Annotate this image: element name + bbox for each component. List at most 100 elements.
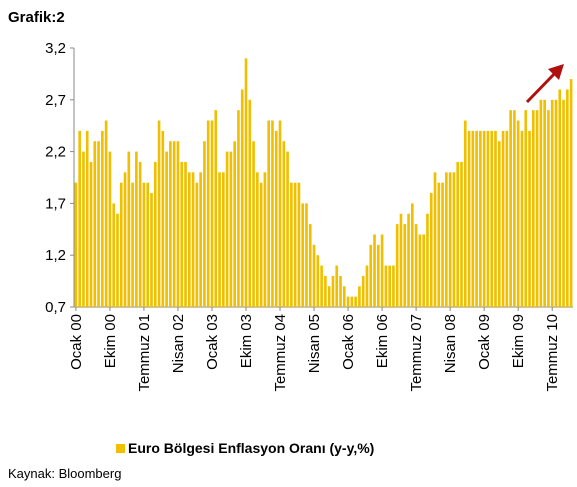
- arrow-head: [548, 64, 564, 80]
- bar: [463, 120, 467, 308]
- bar: [486, 130, 490, 307]
- bar: [335, 265, 339, 307]
- x-tick-label: Nisan 05: [306, 314, 323, 373]
- legend-swatch: [116, 444, 125, 453]
- bar: [327, 286, 331, 307]
- bar: [263, 172, 267, 307]
- bar: [346, 296, 350, 307]
- bar: [78, 130, 81, 307]
- bar: [225, 151, 229, 307]
- bar: [290, 182, 293, 307]
- bar: [535, 110, 539, 307]
- bar: [437, 182, 441, 307]
- bar: [184, 161, 187, 307]
- x-tick-label: Ekim 03: [238, 314, 255, 368]
- bar: [293, 182, 297, 307]
- bar: [146, 182, 150, 307]
- bar: [354, 296, 357, 307]
- trend-arrow: [525, 68, 560, 104]
- bar: [528, 130, 531, 307]
- bar: [199, 172, 202, 307]
- bar: [237, 110, 240, 307]
- bar: [324, 275, 327, 307]
- bar: [429, 193, 433, 307]
- bar: [320, 265, 323, 307]
- bar: [191, 172, 195, 307]
- bar: [418, 234, 422, 307]
- bar: [131, 182, 134, 307]
- bar: [316, 255, 320, 307]
- bar: [376, 244, 380, 307]
- bar: [150, 193, 153, 307]
- bar: [562, 99, 565, 307]
- y-tick-label: 1,7: [45, 195, 66, 212]
- bar: [180, 161, 184, 307]
- bar: [203, 141, 206, 307]
- bar: [422, 234, 426, 307]
- bar: [97, 141, 100, 307]
- bar: [497, 141, 501, 307]
- bar: [388, 265, 391, 307]
- x-tick-label: Ekim 00: [102, 314, 119, 368]
- y-tick-label: 2,2: [45, 144, 66, 161]
- bar: [271, 120, 274, 308]
- bar: [104, 120, 108, 308]
- bar: [308, 224, 312, 307]
- bar: [467, 130, 471, 307]
- bar: [505, 130, 509, 307]
- chart-title: Grafik:2: [8, 9, 65, 26]
- x-tick-label: Ekim 06: [374, 314, 391, 368]
- x-tick-label: Nisan 02: [170, 314, 187, 373]
- bar: [531, 110, 535, 307]
- source: Kaynak: Bloomberg: [8, 466, 121, 481]
- bar: [153, 161, 157, 307]
- bar: [482, 130, 486, 307]
- bar: [414, 224, 418, 307]
- bar: [554, 99, 558, 307]
- bar: [282, 141, 286, 307]
- x-tick-label: Temmuz 01: [136, 314, 153, 392]
- bar: [569, 79, 573, 307]
- bar: [395, 224, 399, 307]
- x-tick-label: Ocak 09: [476, 314, 493, 370]
- bar: [157, 120, 161, 308]
- bar: [169, 141, 172, 307]
- bar: [214, 110, 218, 307]
- bar: [460, 161, 463, 307]
- bar: [452, 172, 456, 307]
- bar: [172, 141, 176, 307]
- bar: [210, 120, 214, 308]
- bar: [176, 141, 180, 307]
- bar: [350, 296, 354, 307]
- bar: [471, 130, 475, 307]
- y-tick-label: 0,7: [45, 299, 66, 316]
- bar: [558, 89, 562, 307]
- bar: [116, 213, 119, 307]
- bar: [161, 130, 165, 307]
- bar: [138, 161, 142, 307]
- bar: [165, 151, 168, 307]
- bar: [297, 182, 301, 307]
- bar: [501, 130, 505, 307]
- bar: [490, 130, 494, 307]
- bar: [135, 151, 138, 307]
- bar: [516, 120, 520, 308]
- bar: [399, 213, 403, 307]
- bar: [244, 58, 248, 307]
- bar: [274, 130, 278, 307]
- bar: [267, 120, 271, 308]
- bar: [403, 224, 407, 307]
- bar: [248, 99, 252, 307]
- bar: [85, 130, 89, 307]
- bar: [342, 286, 346, 307]
- bar: [380, 234, 384, 307]
- bar: [312, 244, 316, 307]
- bar: [112, 203, 116, 307]
- bar: [448, 172, 452, 307]
- bar: [119, 182, 123, 307]
- x-tick-label: Temmuz 07: [408, 314, 425, 392]
- bar: [445, 172, 448, 307]
- bar: [286, 151, 289, 307]
- bar: [433, 172, 437, 307]
